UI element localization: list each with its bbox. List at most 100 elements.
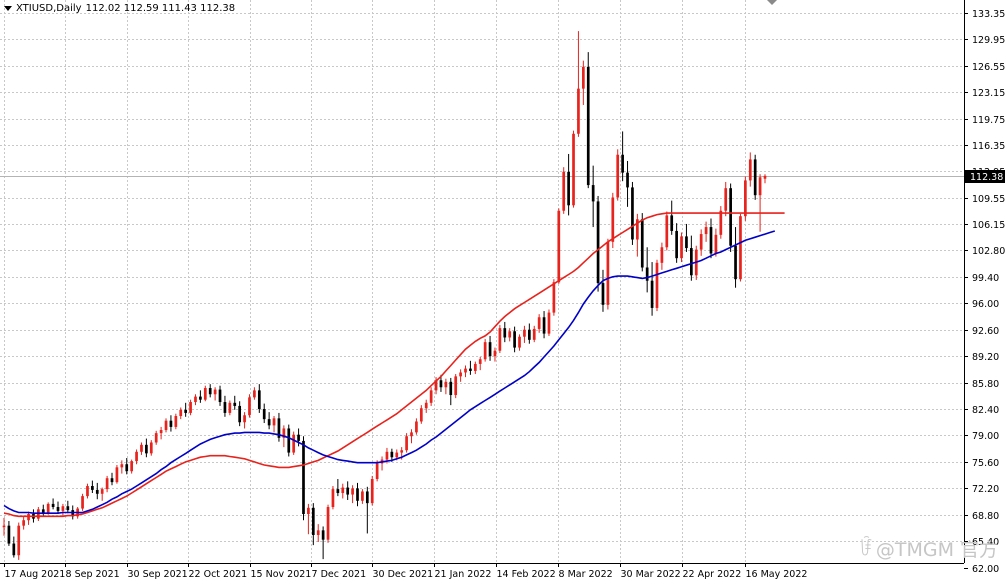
candle-body [37, 509, 40, 519]
candle-body [238, 405, 242, 423]
candle-body [631, 187, 634, 240]
candle-body [690, 248, 693, 276]
candle-body [478, 359, 482, 364]
candle-body [439, 380, 443, 388]
candle-body [645, 267, 649, 281]
candle-body [518, 336, 521, 348]
candle-body [203, 388, 207, 400]
candle-body [228, 402, 232, 413]
candle-body [292, 434, 296, 453]
candle-body [704, 227, 708, 235]
candle-body [243, 415, 246, 423]
candle-body [424, 402, 428, 409]
candle-body [665, 215, 669, 248]
candle-body [287, 428, 291, 453]
candle-body [552, 282, 556, 313]
candle-body [567, 171, 570, 206]
candle-body [351, 488, 354, 495]
candle-body [532, 328, 536, 340]
y-tick-label: 126.55 [972, 62, 1005, 73]
y-tick-label: 75.60 [972, 458, 999, 469]
candle-body [91, 486, 94, 490]
candle-body [498, 328, 502, 351]
candle-body [115, 467, 119, 483]
candle-body [311, 507, 315, 536]
y-tick-label: 133.35 [972, 9, 1005, 20]
candle-body [56, 507, 60, 511]
x-tick-label: 8 Mar 2022 [559, 569, 613, 580]
candle-body [390, 451, 394, 458]
x-tick-label: 21 Jan 2022 [435, 569, 492, 580]
x-tick-label: 22 Apr 2022 [683, 569, 742, 580]
candle-body [577, 88, 580, 134]
candle-body [542, 317, 546, 334]
y-tick-label: 106.15 [972, 220, 1005, 231]
dropdown-triangle-icon[interactable] [4, 6, 12, 11]
candle-body [685, 236, 688, 249]
candle-body [415, 421, 418, 433]
candle-body [154, 433, 158, 443]
candle-body [218, 389, 222, 403]
candle-body [110, 478, 114, 483]
y-tick-label: 82.40 [972, 405, 999, 416]
candle-body [7, 525, 11, 544]
candle-body [130, 461, 134, 472]
y-tick-label: 96.00 [972, 299, 999, 310]
candle-body [331, 489, 335, 508]
candle-body [562, 171, 566, 211]
y-tick-label: 92.60 [972, 326, 999, 337]
x-tick-label: 8 Sep 2021 [66, 569, 120, 580]
candle-body [753, 159, 757, 196]
candle-body [469, 368, 472, 371]
current-price-label: 112.38 [970, 172, 1003, 183]
candle-body [189, 402, 192, 413]
candle-body [508, 331, 512, 338]
candle-body [660, 247, 664, 263]
candle-body [675, 230, 678, 259]
candle-body [179, 409, 183, 417]
candle-body [213, 389, 217, 395]
moving-average-slow [3, 212, 785, 518]
candle-body [316, 530, 320, 536]
candle-body [326, 507, 330, 540]
y-tick-label: 79.00 [972, 431, 999, 442]
candle-body [12, 543, 16, 556]
candle-body [346, 487, 350, 495]
candle-body [763, 175, 767, 179]
x-tick-label: 14 Feb 2022 [497, 569, 556, 580]
candle-body [493, 350, 497, 357]
candle-body [253, 390, 256, 398]
candle-body [356, 488, 359, 501]
candle-body [149, 442, 153, 454]
candle-body [729, 188, 732, 246]
candle-body [257, 390, 261, 410]
candle-body [361, 491, 364, 501]
candle-body [650, 280, 654, 308]
candle-body [174, 416, 178, 427]
candle-body [375, 463, 379, 480]
candle-body [2, 525, 6, 528]
candle-body [670, 215, 674, 231]
candle-body [581, 66, 585, 89]
candle-body [719, 210, 723, 235]
candle-body [459, 372, 462, 377]
candle-body [365, 491, 369, 504]
candle-body [282, 428, 286, 438]
y-tick-label: 119.75 [972, 115, 1005, 126]
candle-body [22, 520, 25, 526]
chart-header: XTIUSD,Daily 112.02 112.59 111.43 112.38 [4, 3, 235, 14]
candle-body [105, 478, 109, 490]
candle-body [444, 381, 448, 388]
candle-body [370, 479, 374, 504]
x-tick-label: 30 Dec 2021 [373, 569, 434, 580]
moving-average-layer [3, 212, 785, 518]
candle-body [41, 509, 45, 514]
shift-marker-icon[interactable] [767, 0, 777, 5]
candle-body [419, 408, 423, 422]
candle-body [410, 432, 413, 437]
candle-body [262, 409, 266, 420]
x-tick-label: 22 Oct 2021 [189, 569, 248, 580]
candle-body [758, 177, 762, 196]
